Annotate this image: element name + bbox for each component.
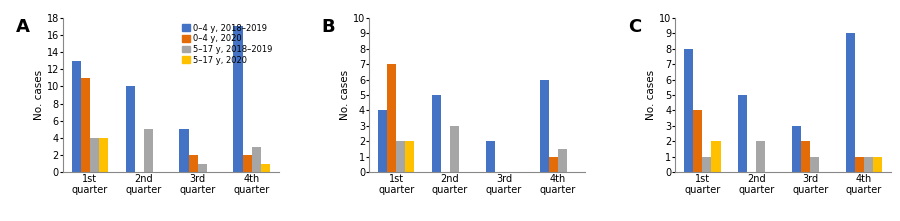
Bar bbox=[549, 157, 558, 172]
Bar bbox=[873, 157, 882, 172]
Bar bbox=[684, 49, 693, 172]
Bar bbox=[261, 164, 270, 172]
Y-axis label: No. cases: No. cases bbox=[33, 70, 44, 120]
Bar bbox=[756, 141, 765, 172]
Bar bbox=[558, 149, 567, 172]
Text: C: C bbox=[628, 18, 641, 36]
Bar bbox=[405, 141, 415, 172]
Bar bbox=[144, 130, 153, 172]
Bar bbox=[72, 61, 81, 172]
Bar bbox=[387, 64, 396, 172]
Text: A: A bbox=[15, 18, 30, 36]
Bar bbox=[738, 95, 747, 172]
Bar bbox=[846, 33, 855, 172]
Y-axis label: No. cases: No. cases bbox=[340, 70, 350, 120]
Bar bbox=[792, 126, 801, 172]
Bar bbox=[432, 95, 441, 172]
Bar bbox=[539, 80, 549, 172]
Bar bbox=[81, 78, 90, 172]
Bar bbox=[693, 110, 702, 172]
Bar bbox=[712, 141, 721, 172]
Bar bbox=[864, 157, 873, 172]
Bar bbox=[378, 110, 387, 172]
Bar bbox=[252, 147, 261, 172]
Bar bbox=[242, 155, 252, 172]
Bar bbox=[801, 141, 810, 172]
Bar bbox=[450, 126, 459, 172]
Bar bbox=[125, 86, 135, 172]
Y-axis label: No. cases: No. cases bbox=[646, 70, 656, 120]
Text: B: B bbox=[322, 18, 336, 36]
Bar bbox=[855, 157, 864, 172]
Bar bbox=[198, 164, 207, 172]
Bar bbox=[179, 130, 189, 172]
Bar bbox=[486, 141, 495, 172]
Bar bbox=[702, 157, 712, 172]
Bar bbox=[396, 141, 405, 172]
Bar bbox=[810, 157, 819, 172]
Bar bbox=[90, 138, 99, 172]
Legend: 0–4 y, 2018–2019, 0–4 y, 2020, 5–17 y, 2018–2019, 5–17 y, 2020: 0–4 y, 2018–2019, 0–4 y, 2020, 5–17 y, 2… bbox=[180, 22, 274, 66]
Bar bbox=[189, 155, 198, 172]
Bar bbox=[99, 138, 108, 172]
Bar bbox=[233, 26, 242, 172]
